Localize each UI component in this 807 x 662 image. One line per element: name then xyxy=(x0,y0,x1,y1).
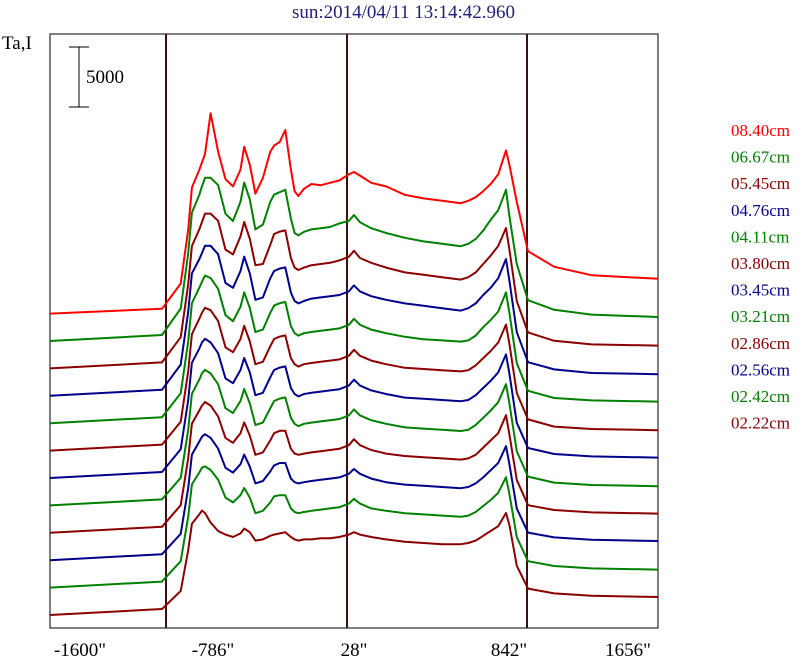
legend-entry-04.11cm: 04.11cm xyxy=(731,227,789,246)
chart-title: sun:2014/04/11 13:14:42.960 xyxy=(291,2,516,23)
y-axis-label: Ta,I xyxy=(2,33,32,54)
x-tick-label-4: 1656" xyxy=(605,640,651,661)
series-line-06.67cm xyxy=(49,176,659,342)
series-line-02.42cm xyxy=(49,465,659,589)
legend-entry-03.80cm: 03.80cm xyxy=(731,254,790,273)
series-line-04.11cm xyxy=(49,274,659,425)
series-line-02.86cm xyxy=(49,401,659,534)
legend-entry-06.67cm: 06.67cm xyxy=(731,148,790,167)
scale-bar-label: 5000 xyxy=(86,67,124,88)
legend: 08.40cm 06.67cm 05.45cm 04.76cm 04.11cm 03.80… xyxy=(731,121,790,433)
x-tick-labels: -1600" -786" 28" 842" 1656" xyxy=(54,640,651,661)
series-line-04.76cm xyxy=(49,244,659,397)
x-tick-label-1: -786" xyxy=(192,640,235,661)
series-line-05.45cm xyxy=(49,212,659,370)
plot-frame xyxy=(49,33,659,629)
series-line-03.45cm xyxy=(49,337,659,479)
series-line-02.22cm xyxy=(49,509,659,616)
scale-bar: 5000 xyxy=(69,46,124,108)
legend-entry-02.22cm: 02.22cm xyxy=(731,414,790,433)
legend-entry-03.21cm: 03.21cm xyxy=(731,307,790,326)
series-group xyxy=(49,112,659,616)
legend-entry-04.76cm: 04.76cm xyxy=(731,201,790,220)
legend-entry-02.42cm: 02.42cm xyxy=(731,387,790,406)
legend-entry-08.40cm: 08.40cm xyxy=(731,121,790,140)
series-line-03.21cm xyxy=(49,368,659,507)
legend-entry-02.86cm: 02.86cm xyxy=(731,334,790,353)
legend-entry-02.56cm: 02.56cm xyxy=(731,360,790,379)
series-line-03.80cm xyxy=(49,306,659,452)
legend-entry-03.45cm: 03.45cm xyxy=(731,281,790,300)
x-tick-label-3: 842" xyxy=(491,640,527,661)
series-line-08.40cm xyxy=(49,112,659,315)
legend-entry-05.45cm: 05.45cm xyxy=(731,174,790,193)
x-tick-label-2: 28" xyxy=(341,640,368,661)
x-tick-label-0: -1600" xyxy=(54,640,106,661)
series-line-02.56cm xyxy=(49,433,659,562)
